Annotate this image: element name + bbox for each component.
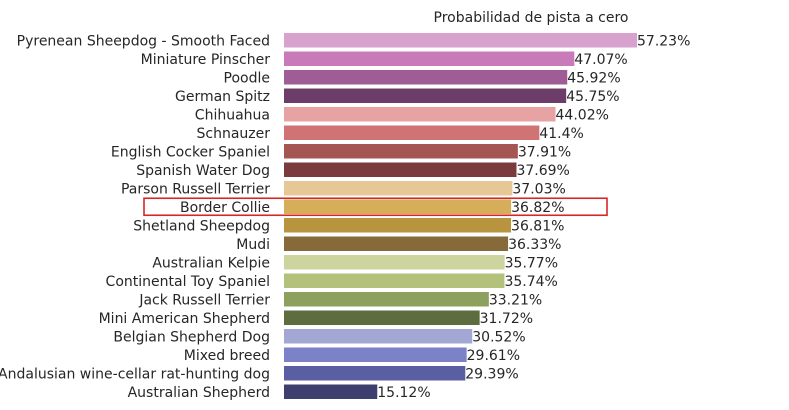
bar xyxy=(284,310,480,325)
value-label: 45.92% xyxy=(567,70,620,86)
value-label: 47.07% xyxy=(574,52,627,68)
category-label: Australian Shepherd xyxy=(128,385,270,401)
bar xyxy=(284,384,378,399)
value-label: 30.52% xyxy=(472,329,525,345)
value-label: 37.91% xyxy=(518,144,571,160)
value-label: 15.12% xyxy=(377,385,430,401)
bar xyxy=(284,236,509,251)
category-labels-group: Pyrenean Sheepdog - Smooth Faced Miniatur… xyxy=(0,33,270,401)
value-label: 37.69% xyxy=(516,163,569,179)
bar xyxy=(284,329,473,344)
bar xyxy=(284,70,568,85)
bar xyxy=(284,255,505,270)
bar xyxy=(284,181,513,196)
category-label: Chihuahua xyxy=(195,107,270,123)
category-label: Mudi xyxy=(236,237,270,253)
bar xyxy=(284,125,540,140)
category-label: Shetland Sheepdog xyxy=(133,218,270,234)
bar xyxy=(284,107,556,122)
value-labels-group: 57.23% 47.07% 45.92% 45.75% 44.02% 41.4% 37.91… xyxy=(377,33,690,401)
value-label: 44.02% xyxy=(556,107,609,123)
category-label: English Cocker Spaniel xyxy=(111,144,270,160)
value-label: 35.74% xyxy=(504,274,557,290)
value-label: 29.61% xyxy=(467,348,520,364)
category-label: Andalusian wine-cellar rat-hunting dog xyxy=(0,366,270,382)
category-label: German Spitz xyxy=(175,89,270,105)
chart-title: Probabilidad de pista a cero xyxy=(434,10,629,26)
bars-group xyxy=(284,33,637,399)
bar xyxy=(284,366,466,381)
category-label: Australian Kelpie xyxy=(152,255,270,271)
value-label: 35.77% xyxy=(505,255,558,271)
value-label: 36.33% xyxy=(508,237,561,253)
category-label: Parson Russell Terrier xyxy=(121,181,270,197)
bar xyxy=(284,273,505,288)
category-label: Schnauzer xyxy=(197,126,271,142)
category-label: Belgian Shepherd Dog xyxy=(113,329,270,345)
value-label: 29.39% xyxy=(465,366,518,382)
bar xyxy=(284,162,517,177)
category-label: Mini American Shepherd xyxy=(99,311,270,327)
value-label: 37.03% xyxy=(512,181,565,197)
category-label: Spanish Water Dog xyxy=(136,163,270,179)
bar xyxy=(284,292,489,307)
bar xyxy=(284,88,567,103)
bar xyxy=(284,51,575,66)
category-label: Jack Russell Terrier xyxy=(138,292,270,308)
category-label: Mixed breed xyxy=(184,348,270,364)
value-label: 45.75% xyxy=(566,89,619,105)
bar xyxy=(284,347,467,362)
category-label: Pyrenean Sheepdog - Smooth Faced xyxy=(17,33,270,49)
value-label: 41.4% xyxy=(539,126,583,142)
value-label: 36.81% xyxy=(511,218,564,234)
value-label: 31.72% xyxy=(480,311,533,327)
bar xyxy=(284,33,637,48)
category-label: Poodle xyxy=(224,70,270,86)
value-label: 33.21% xyxy=(489,292,542,308)
category-label: Miniature Pinscher xyxy=(141,52,271,68)
category-label: Continental Toy Spaniel xyxy=(106,274,270,290)
category-label: Border Collie xyxy=(180,200,270,216)
bar xyxy=(284,199,512,214)
value-label: 57.23% xyxy=(637,33,690,49)
highlight-box xyxy=(143,197,608,217)
bar xyxy=(284,144,518,159)
value-label: 36.82% xyxy=(511,200,564,216)
bar xyxy=(284,218,512,233)
